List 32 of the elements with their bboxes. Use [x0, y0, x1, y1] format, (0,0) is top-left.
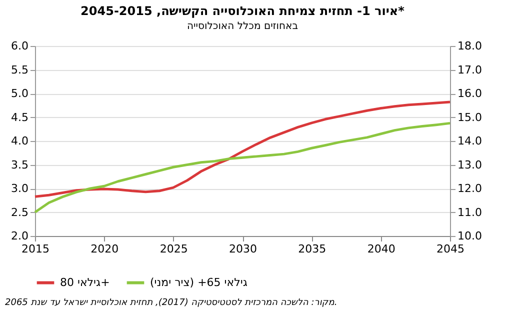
y-tick-label: 5.0: [11, 87, 28, 100]
x-tick-label: 2045: [436, 242, 464, 256]
y2-tick-label: 12.0: [458, 182, 482, 195]
y-tick-label: 2.5: [11, 206, 28, 219]
legend-label: גילאי 65+ (ציר ימני): [150, 276, 248, 289]
y-tick-label: 3.0: [11, 182, 28, 195]
line-series: [34, 122, 452, 214]
y2-tick-label: 10.0: [458, 230, 482, 242]
y-tick-label: 4.0: [11, 134, 28, 148]
legend-label: גילאי 80+: [60, 276, 110, 289]
text: מקור: הלשכה המרכזית לסטטיסטיקה (2017), תחזית אוכלוסיית ישראל עד שנת 2065.: [5, 298, 338, 308]
y-tick-label: 3.5: [11, 158, 28, 172]
y-tick-label: 6.0: [11, 40, 28, 52]
x-tick-label: 2040: [367, 242, 396, 256]
x-tick-label: 2020: [90, 242, 119, 256]
y-tick-label: 2.0: [11, 230, 28, 242]
y2-tick-label: 16.0: [458, 87, 482, 100]
y2-tick-label: 17.0: [458, 63, 482, 76]
y-tick-label: 5.5: [11, 63, 28, 76]
x-tick-label: 2025: [160, 242, 188, 256]
x-tick-label: 2030: [229, 242, 257, 256]
chart-subtitle: באחוזים מכלל האוכלוסייה: [187, 21, 298, 32]
chart-title: איור 1- תחזית צמיחת האוכלוסייה הקשישה, 2045-2015*: [80, 4, 406, 18]
y2-tick-label: 15.0: [458, 110, 482, 124]
y2-tick-label: 14.0: [458, 134, 482, 148]
y-tick-label: 4.5: [11, 110, 28, 124]
y2-tick-label: 11.0: [458, 206, 482, 219]
x-tick-label: 2015: [22, 242, 50, 256]
line-series: [34, 100, 452, 198]
y2-tick-label: 18.0: [458, 40, 482, 52]
x-tick-label: 2035: [298, 242, 326, 256]
y2-tick-label: 13.0: [458, 158, 482, 172]
